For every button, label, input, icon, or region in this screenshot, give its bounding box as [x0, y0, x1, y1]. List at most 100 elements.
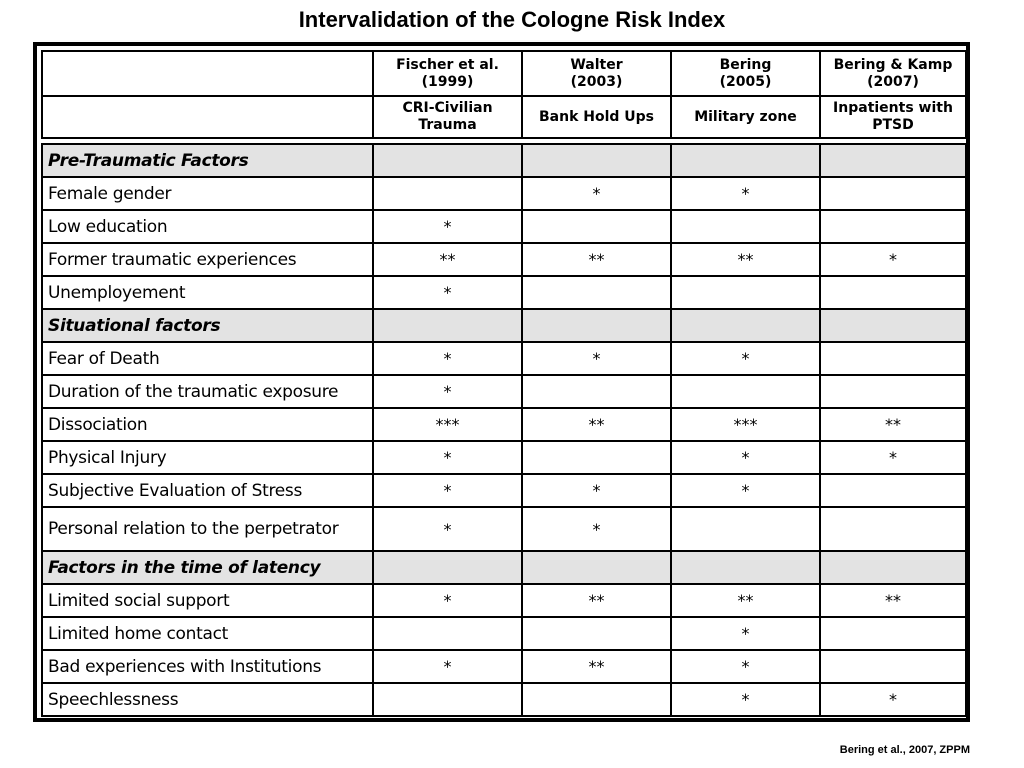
- header-row-populations: CRI-Civilian Trauma Bank Hold Ups Milita…: [41, 95, 967, 139]
- significance-cell: [819, 143, 967, 178]
- population-line: Trauma: [418, 117, 477, 133]
- section-label: Factors in the time of latency: [41, 550, 374, 585]
- population-line: PTSD: [872, 117, 914, 133]
- significance-cell: *: [372, 440, 523, 475]
- factor-label: Physical Injury: [41, 440, 374, 475]
- study-year: (2005): [719, 73, 772, 90]
- significance-cell: **: [521, 242, 672, 277]
- population-line: Bank Hold Ups: [538, 108, 655, 125]
- factor-row-speechlessness: Speechlessness * *: [41, 682, 967, 717]
- slide-title: Intervalidation of the Cologne Risk Inde…: [298, 7, 726, 32]
- significance-cell: *: [372, 374, 523, 409]
- section-label: Situational factors: [41, 308, 374, 343]
- significance-cell: *: [670, 176, 821, 211]
- significance-cell: **: [521, 583, 672, 618]
- study-author: Bering & Kamp: [833, 56, 953, 73]
- section-row-factors-in-the-time-of-latency: Factors in the time of latency: [41, 550, 967, 585]
- section-row-situational-factors: Situational factors: [41, 308, 967, 343]
- significance-cell: *: [372, 341, 523, 376]
- significance-cell: [819, 275, 967, 310]
- study-year: (1999): [421, 73, 474, 90]
- significance-cell: [670, 550, 821, 585]
- significance-cell: [372, 308, 523, 343]
- significance-cell: [372, 550, 523, 585]
- significance-cell: [819, 176, 967, 211]
- study-author: Walter: [570, 56, 623, 73]
- study-header-fischer: Fischer et al. (1999): [372, 50, 523, 97]
- factor-row-bad-experiences-with-institutions: Bad experiences with Institutions * ** *: [41, 649, 967, 684]
- factor-label: Limited social support: [41, 583, 374, 618]
- significance-cell: [372, 682, 523, 717]
- significance-cell: *: [521, 341, 672, 376]
- significance-cell: [819, 374, 967, 409]
- population-line: Military zone: [694, 108, 797, 125]
- significance-cell: ***: [372, 407, 523, 442]
- significance-cell: [819, 209, 967, 244]
- significance-cell: *: [819, 440, 967, 475]
- factor-row-subjective-evaluation-of-stress: Subjective Evaluation of Stress * * *: [41, 473, 967, 508]
- factor-row-fear-of-death: Fear of Death * * *: [41, 341, 967, 376]
- significance-cell: *: [670, 473, 821, 508]
- risk-index-table: Fischer et al. (1999) Walter (2003) Beri…: [41, 50, 967, 717]
- section-label: Pre-Traumatic Factors: [41, 143, 374, 178]
- factor-label: Former traumatic experiences: [41, 242, 374, 277]
- significance-cell: *: [372, 275, 523, 310]
- population-header-bering-kamp: Inpatients with PTSD: [819, 95, 967, 139]
- significance-cell: *: [670, 440, 821, 475]
- factor-label: Low education: [41, 209, 374, 244]
- significance-cell: *: [372, 473, 523, 508]
- significance-cell: [521, 275, 672, 310]
- significance-cell: [819, 506, 967, 552]
- significance-cell: *: [819, 682, 967, 717]
- study-year: (2007): [867, 73, 919, 90]
- factor-label: Duration of the traumatic exposure: [41, 374, 374, 409]
- header-corner-cell: [41, 50, 374, 97]
- population-header-walter: Bank Hold Ups: [521, 95, 672, 139]
- factor-row-physical-injury: Physical Injury * * *: [41, 440, 967, 475]
- significance-cell: *: [521, 473, 672, 508]
- population-line: Inpatients with: [833, 100, 953, 116]
- factor-label: Speechlessness: [41, 682, 374, 717]
- factor-row-limited-social-support: Limited social support * ** ** **: [41, 583, 967, 618]
- significance-cell: [819, 550, 967, 585]
- header-row-studies: Fischer et al. (1999) Walter (2003) Beri…: [41, 50, 967, 97]
- factor-label: Unemployement: [41, 275, 374, 310]
- factor-label: Female gender: [41, 176, 374, 211]
- significance-cell: *: [372, 649, 523, 684]
- factor-label: Personal relation to the perpetrator: [41, 506, 374, 552]
- significance-cell: [819, 616, 967, 651]
- factor-label: Bad experiences with Institutions: [41, 649, 374, 684]
- significance-cell: [670, 209, 821, 244]
- significance-cell: *: [521, 176, 672, 211]
- risk-index-table-frame: Fischer et al. (1999) Walter (2003) Beri…: [33, 42, 970, 722]
- significance-cell: **: [819, 407, 967, 442]
- significance-cell: [670, 143, 821, 178]
- factor-row-unemployement: Unemployement *: [41, 275, 967, 310]
- study-year: (2003): [570, 73, 623, 90]
- significance-cell: [521, 143, 672, 178]
- significance-cell: *: [372, 506, 523, 552]
- significance-cell: [670, 275, 821, 310]
- study-author: Bering: [719, 56, 772, 73]
- significance-cell: [819, 308, 967, 343]
- factor-row-duration-of-the-traumatic-exposure: Duration of the traumatic exposure *: [41, 374, 967, 409]
- significance-cell: [670, 374, 821, 409]
- factor-label: Subjective Evaluation of Stress: [41, 473, 374, 508]
- significance-cell: *: [521, 506, 672, 552]
- significance-cell: [819, 341, 967, 376]
- significance-cell: [521, 308, 672, 343]
- factor-row-low-education: Low education *: [41, 209, 967, 244]
- significance-cell: *: [670, 682, 821, 717]
- population-line: CRI-Civilian: [402, 100, 493, 116]
- significance-cell: ***: [670, 407, 821, 442]
- study-author: Fischer et al.: [396, 56, 499, 73]
- significance-cell: [670, 308, 821, 343]
- significance-cell: [521, 209, 672, 244]
- factor-row-dissociation: Dissociation *** ** *** **: [41, 407, 967, 442]
- significance-cell: **: [670, 242, 821, 277]
- significance-cell: **: [819, 583, 967, 618]
- significance-cell: [819, 473, 967, 508]
- significance-cell: **: [372, 242, 523, 277]
- header-separator: [42, 137, 966, 145]
- significance-cell: [521, 682, 672, 717]
